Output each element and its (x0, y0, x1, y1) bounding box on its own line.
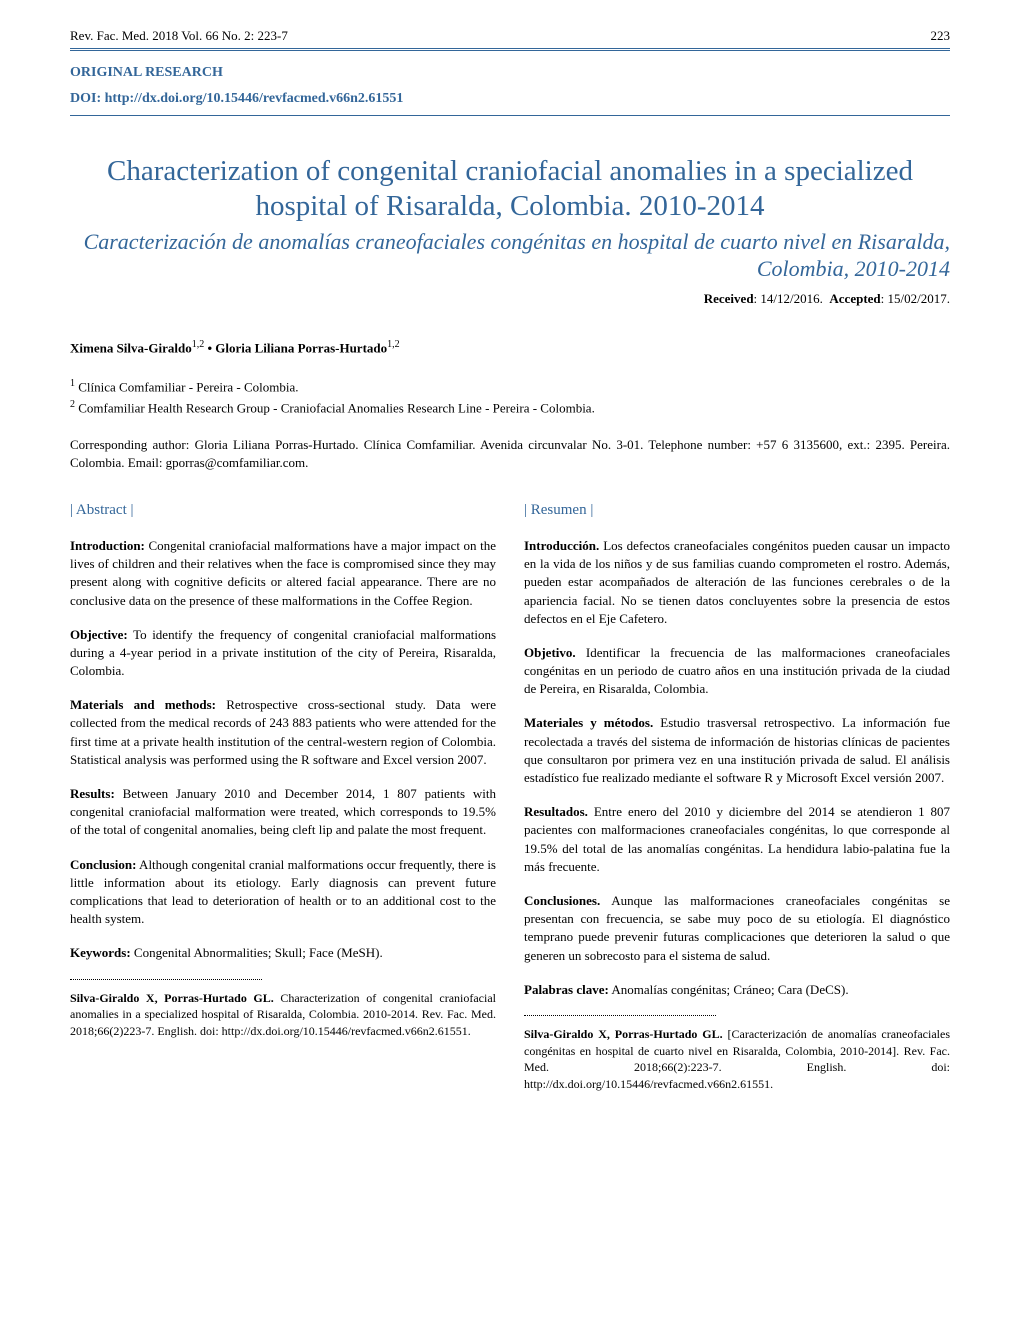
citation-authors-en: Silva-Giraldo X, Porras-Hurtado GL. (70, 991, 274, 1005)
journal-info: Rev. Fac. Med. 2018 Vol. 66 No. 2: 223-7 (70, 28, 288, 44)
citation-authors-es: Silva-Giraldo X, Porras-Hurtado GL. (524, 1027, 723, 1041)
abstract-en-results: Results: Between January 2010 and Decemb… (70, 785, 496, 840)
keywords-text-en: Congenital Abnormalities; Skull; Face (M… (131, 945, 383, 960)
received-date: : 14/12/2016. (754, 291, 823, 306)
keywords-text-es: Anomalías congénitas; Cráneo; Cara (DeCS… (609, 982, 849, 997)
concl-label-es: Conclusiones. (524, 893, 600, 908)
obj-text-es: Identificar la frecuencia de las malform… (524, 645, 950, 696)
abstract-en-methods: Materials and methods: Retrospective cro… (70, 696, 496, 769)
keywords-label-es: Palabras clave: (524, 982, 609, 997)
affiliations: 1 Clínica Comfamiliar - Pereira - Colomb… (70, 376, 950, 418)
abstract-en-keywords: Keywords: Congenital Abnormalities; Skul… (70, 944, 496, 962)
received-label: Received (704, 291, 754, 306)
intro-label-en: Introduction: (70, 538, 145, 553)
abstract-es-objective: Objetivo. Identificar la frecuencia de l… (524, 644, 950, 699)
running-header: Rev. Fac. Med. 2018 Vol. 66 No. 2: 223-7… (70, 28, 950, 44)
results-text-en: Between January 2010 and December 2014, … (70, 786, 496, 837)
authors-line: Ximena Silva-Giraldo1,2 • Gloria Liliana… (70, 339, 950, 356)
citation-en: Silva-Giraldo X, Porras-Hurtado GL. Char… (70, 990, 496, 1040)
dates-line: Received: 14/12/2016. Accepted: 15/02/20… (70, 291, 950, 307)
affiliation-1: 1 Clínica Comfamiliar - Pereira - Colomb… (70, 376, 950, 397)
doi: DOI: http://dx.doi.org/10.15446/revfacme… (70, 91, 950, 107)
obj-label-es: Objetivo. (524, 645, 576, 660)
doi-rule (70, 115, 950, 116)
abstract-es-heading: | Resumen | (524, 502, 950, 519)
header-rule (70, 48, 950, 51)
abstract-es-column: | Resumen | Introducción. Los defectos c… (524, 502, 950, 1093)
keywords-label-en: Keywords: (70, 945, 131, 960)
article-type-label: ORIGINAL RESEARCH (70, 65, 950, 81)
abstract-es-methods: Materiales y métodos. Estudio trasversal… (524, 714, 950, 787)
results-label-en: Results: (70, 786, 115, 801)
abstract-en-column: | Abstract | Introduction: Congenital cr… (70, 502, 496, 1093)
citation-es: Silva-Giraldo X, Porras-Hurtado GL. [Car… (524, 1026, 950, 1093)
corresponding-author: Corresponding author: Gloria Liliana Por… (70, 436, 950, 472)
methods-label-en: Materials and methods: (70, 697, 216, 712)
results-text-es: Entre enero del 2010 y diciembre del 201… (524, 804, 950, 874)
concl-label-en: Conclusion: (70, 857, 136, 872)
page-number: 223 (931, 28, 951, 44)
abstract-es-intro: Introducción. Los defectos craneofaciale… (524, 537, 950, 628)
affiliation-2: 2 Comfamiliar Health Research Group - Cr… (70, 397, 950, 418)
abstract-en-heading: | Abstract | (70, 502, 496, 519)
intro-label-es: Introducción. (524, 538, 599, 553)
obj-text-en: To identify the frequency of congenital … (70, 627, 496, 678)
accepted-date: : 15/02/2017. (881, 291, 950, 306)
citation-divider-en (70, 979, 262, 980)
citation-divider-es (524, 1015, 716, 1016)
abstract-es-keywords: Palabras clave: Anomalías congénitas; Cr… (524, 981, 950, 999)
abstract-columns: | Abstract | Introduction: Congenital cr… (70, 502, 950, 1093)
abstract-es-results: Resultados. Entre enero del 2010 y dicie… (524, 803, 950, 876)
article-title-es: Caracterización de anomalías craneofacia… (70, 228, 950, 283)
abstract-es-conclusion: Conclusiones. Aunque las malformaciones … (524, 892, 950, 965)
abstract-en-conclusion: Conclusion: Although congenital cranial … (70, 856, 496, 929)
results-label-es: Resultados. (524, 804, 588, 819)
abstract-en-intro: Introduction: Congenital craniofacial ma… (70, 537, 496, 610)
methods-label-es: Materiales y métodos. (524, 715, 653, 730)
article-title-en: Characterization of congenital craniofac… (70, 154, 950, 224)
obj-label-en: Objective: (70, 627, 128, 642)
accepted-label: Accepted (829, 291, 880, 306)
abstract-en-objective: Objective: To identify the frequency of … (70, 626, 496, 681)
